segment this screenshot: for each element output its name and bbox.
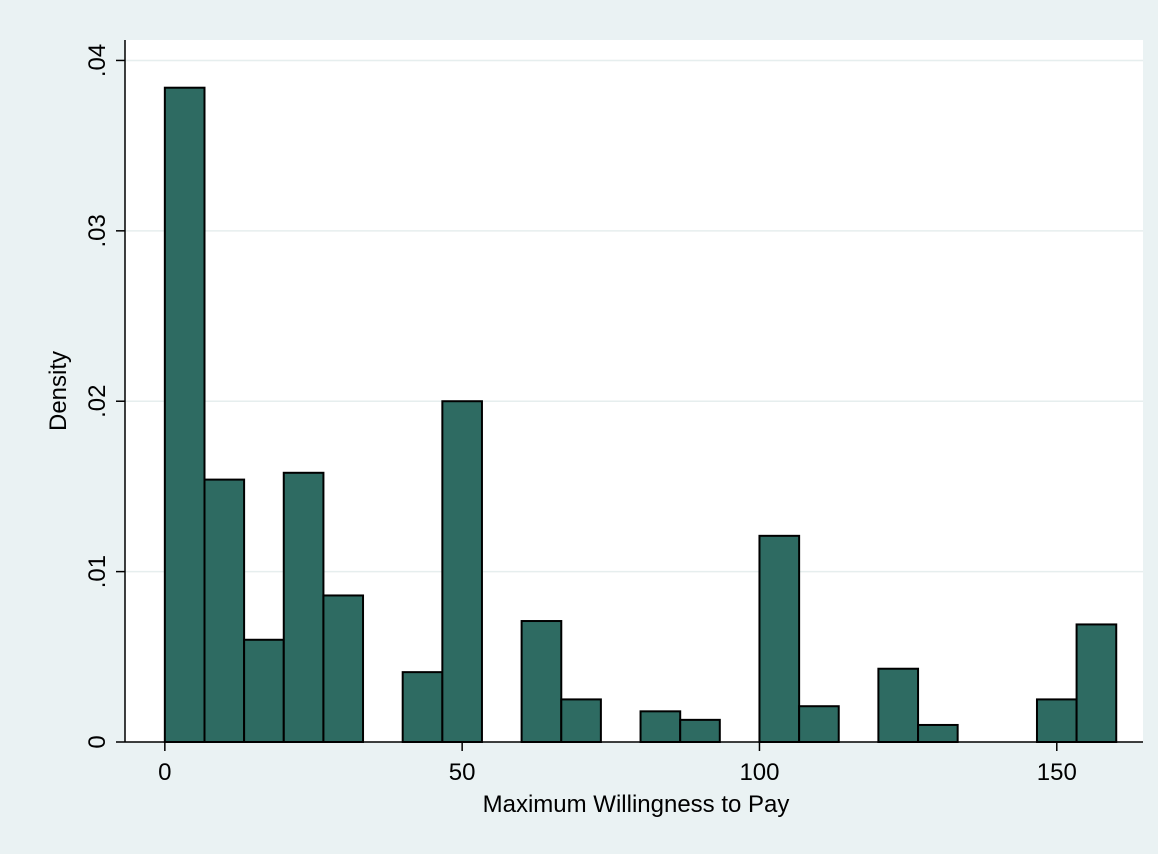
plot-area <box>125 40 1143 742</box>
bar-1 <box>203 478 246 743</box>
bar-5 <box>401 671 444 743</box>
bar-2 <box>243 638 285 743</box>
x-tick-label-2: 100 <box>739 759 779 786</box>
y-ticks: 0 .01 .02 .03 .04 <box>84 44 125 749</box>
bar-15 <box>1035 698 1078 743</box>
bar-4 <box>322 594 365 743</box>
x-tick-label-0: 0 <box>158 759 171 786</box>
bar-16 <box>1075 623 1118 744</box>
bar-14 <box>917 723 959 744</box>
x-axis-label: Maximum Willingness to Pay <box>483 791 790 818</box>
y-tick-label-3: .03 <box>84 214 111 247</box>
y-tick-label-0: 0 <box>84 735 111 748</box>
bar-7 <box>520 620 563 744</box>
y-tick-label-4: .04 <box>84 44 111 77</box>
y-tick-label-1: .01 <box>84 555 111 588</box>
y-axis-label: Density <box>45 351 72 431</box>
bar-9 <box>639 710 682 743</box>
x-tick-label-3: 150 <box>1037 759 1077 786</box>
bar-3 <box>282 471 325 743</box>
bar-10 <box>679 718 721 743</box>
axes <box>124 40 1143 743</box>
bar-0 <box>163 86 206 743</box>
bar-13 <box>877 667 920 744</box>
x-tick-label-1: 50 <box>449 759 476 786</box>
bar-8 <box>560 698 602 743</box>
bar-11 <box>758 534 801 743</box>
bar-6 <box>441 400 483 743</box>
grid-lines <box>125 59 1143 573</box>
y-tick-label-2: .02 <box>84 385 111 418</box>
bar-12 <box>798 705 840 743</box>
x-ticks: 0 50 100 150 <box>158 742 1077 786</box>
